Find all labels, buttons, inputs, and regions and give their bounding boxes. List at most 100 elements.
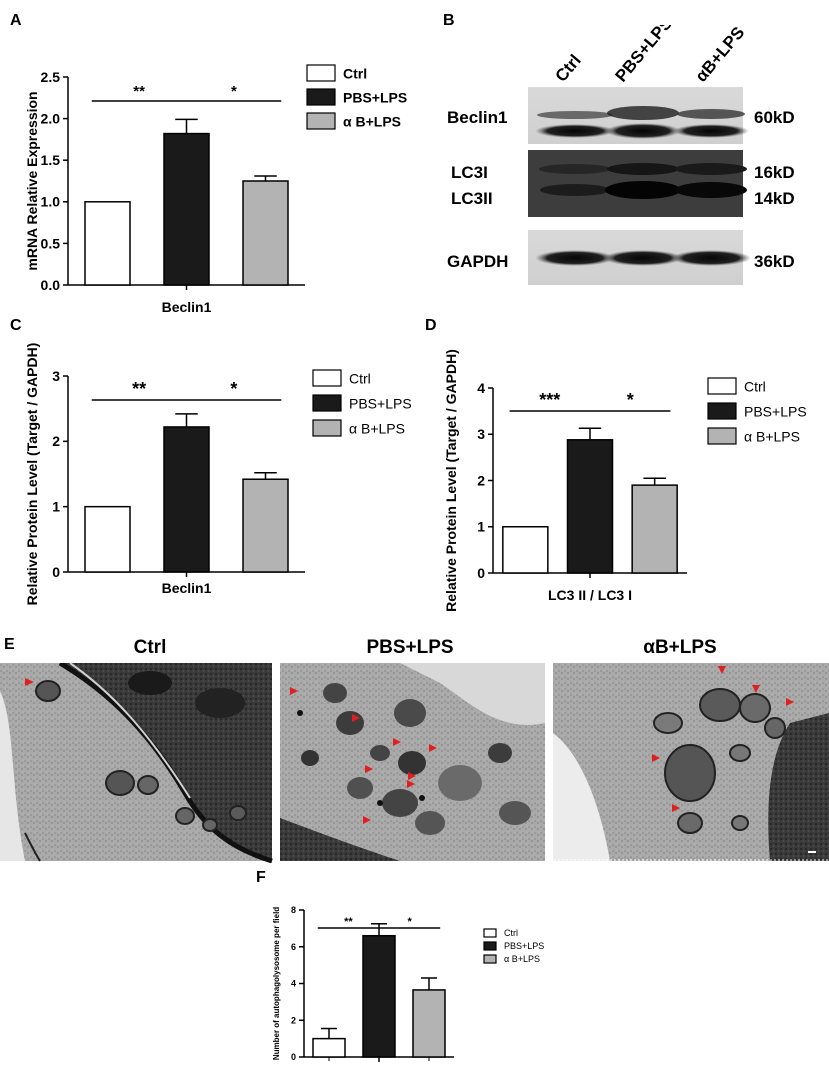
band [540,184,610,196]
bar-pbs [163,426,210,573]
bar-pbs [163,132,210,286]
y-axis-label: Number of autophagolysosome per field [272,907,281,1060]
legend-label: Ctrl [343,65,367,81]
y-tick-label: 1.5 [41,152,61,168]
bar-ab [631,484,678,574]
blot-mw-14: 14kD [754,189,795,208]
x-axis-label: Beclin1 [162,580,212,596]
significance-label: ** [344,916,353,928]
panel-letter-c: C [10,317,22,334]
legend-swatch [312,394,342,412]
x-axis-label: Beclin1 [162,299,212,315]
band [605,123,681,139]
legend-label: Ctrl [349,370,371,386]
legend-label: Ctrl [744,378,766,394]
panel-letter-b: B [443,12,455,29]
y-tick-label: 1.0 [41,194,61,210]
y-tick-label: 4 [291,979,296,989]
bar-ctrl [84,201,131,286]
legend-label: α B+LPS [744,428,800,444]
western-blot-panel: Ctrl PBS+LPS αB+LPS Beclin1 LC3I LC3II G… [443,14,829,305]
significance-label: ** [133,83,145,100]
blot-mw-36: 36kD [754,252,795,271]
y-axis-label: Relative Protein Level (Target / GAPDH) [24,343,40,606]
significance-label: ** [132,379,146,399]
legend-swatch [312,419,342,437]
band [673,124,749,138]
significance-label: * [230,379,237,399]
band [675,163,747,175]
chart-a: 0.00.51.01.52.02.5** *mRNA Relative Expre… [24,64,407,315]
y-tick-label: 4 [477,380,485,396]
band [535,250,615,266]
legend-swatch [707,402,737,420]
em-title-ab: αB+LPS [643,637,717,658]
bar-ctrl [84,505,131,573]
bar-ctrl [312,1037,346,1058]
band [603,250,683,266]
blot-label-beclin1: Beclin1 [447,108,507,127]
y-tick-label: 1 [477,519,485,535]
y-tick-label: 0.0 [41,277,61,293]
legend-label: Ctrl [504,928,518,938]
y-tick-label: 3 [477,426,485,442]
panel-letter-a: A [10,12,22,29]
y-tick-label: 8 [291,905,296,915]
legend-swatch [707,427,737,445]
band [537,111,613,119]
bar-ab [242,180,289,286]
bar-ab [242,478,289,573]
blot-label-gapdh: GAPDH [447,252,508,271]
significance-label: * [627,390,634,410]
em-image-pbs [280,663,545,861]
legend-swatch [483,954,497,964]
significance-label: *** [539,390,560,410]
y-tick-label: 2 [291,1015,296,1025]
western-blot: Ctrl PBS+LPS αB+LPS Beclin1 LC3I LC3II G… [447,14,795,285]
blot-lane-ctrl: Ctrl [552,51,585,86]
band [535,124,615,138]
x-axis-label: LC3 II / LC3 I [548,587,632,603]
legend-swatch [306,88,336,106]
legend-label: α B+LPS [349,420,405,436]
blot-mw-60: 60kD [754,108,795,127]
legend-swatch [483,928,497,938]
legend-swatch [312,369,342,387]
panel-letter-f: F [256,869,266,886]
em-red-arrows [25,666,794,824]
band [607,163,679,175]
band [539,164,611,174]
legend-swatch [306,112,336,130]
em-images [0,663,829,863]
legend-label: PBS+LPS [349,395,412,411]
band [671,250,751,266]
legend-swatch [306,64,336,82]
em-title-ctrl: Ctrl [133,637,167,658]
y-tick-label: 0 [291,1052,296,1062]
blot-lane-pbs: PBS+LPS [612,25,677,86]
legend-swatch [483,941,497,951]
legend-label: PBS+LPS [504,941,544,951]
y-tick-label: 2.0 [41,111,61,127]
y-tick-label: 2.5 [41,69,61,85]
band [605,181,681,199]
em-image-ab [553,663,829,861]
band [607,106,679,120]
em-image-ctrl [0,663,273,863]
legend-label: PBS+LPS [744,403,807,419]
band [677,109,745,119]
blot-label-lc3i: LC3I [451,163,488,182]
y-tick-label: 2 [477,472,485,488]
y-tick-label: 0.5 [41,235,61,251]
y-tick-label: 0 [477,565,485,581]
blot-lane-labels: Ctrl PBS+LPS αB+LPS [552,14,749,86]
blot-lane-ab: αB+LPS [692,25,749,86]
legend-label: α B+LPS [343,113,401,129]
bar-ctrl [502,526,549,574]
y-tick-label: 0 [52,564,60,580]
bar-ab [412,989,446,1058]
significance-label: * [231,83,237,100]
